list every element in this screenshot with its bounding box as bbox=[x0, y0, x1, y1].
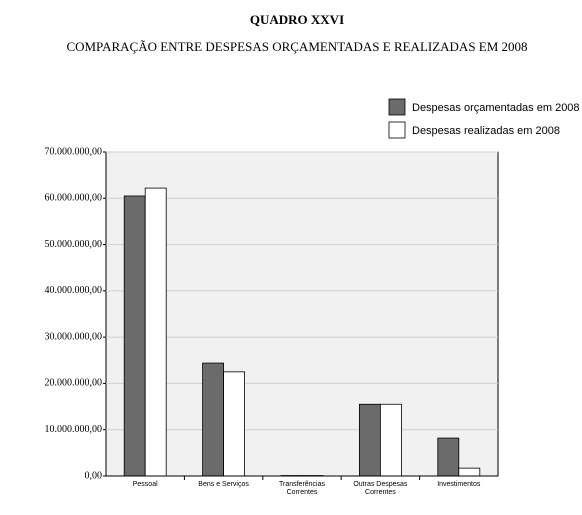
x-tick-label: Bens e Serviços bbox=[198, 481, 249, 488]
y-tick-label: 0,00 bbox=[85, 470, 103, 481]
y-tick-label: 40.000.000,00 bbox=[45, 285, 103, 296]
plot-area bbox=[105, 151, 499, 477]
bar bbox=[144, 187, 167, 477]
bar bbox=[379, 403, 402, 477]
chart-title: QUADRO XXVI bbox=[250, 12, 344, 27]
y-tick-label: 70.000.000,00 bbox=[45, 146, 103, 157]
legend-label: Despesas orçamentadas em 2008 bbox=[412, 102, 580, 114]
y-tick-label: 10.000.000,00 bbox=[45, 424, 103, 435]
x-tick-label: Transferências Correntes bbox=[278, 481, 326, 496]
y-tick-label: 50.000.000,00 bbox=[45, 239, 103, 250]
bar bbox=[202, 362, 225, 477]
bar bbox=[358, 403, 381, 477]
x-tick-label: Outras Despesas Correntes bbox=[353, 481, 408, 496]
chart-subtitle: COMPARAÇÃO ENTRE DESPESAS ORÇAMENTADAS E… bbox=[66, 39, 527, 54]
bar bbox=[437, 437, 460, 477]
x-tick-label: Pessoal bbox=[132, 481, 158, 488]
bar bbox=[123, 195, 146, 477]
y-tick-label: 30.000.000,00 bbox=[45, 331, 103, 342]
legend-label: Despesas realizadas em 2008 bbox=[412, 125, 560, 137]
bar bbox=[458, 467, 481, 477]
bar bbox=[223, 371, 246, 477]
legend-swatch bbox=[388, 98, 406, 116]
x-tick-label: Investimentos bbox=[437, 481, 481, 488]
legend-swatch bbox=[388, 121, 406, 139]
y-tick-label: 60.000.000,00 bbox=[45, 193, 103, 204]
y-tick-label: 20.000.000,00 bbox=[45, 378, 103, 389]
